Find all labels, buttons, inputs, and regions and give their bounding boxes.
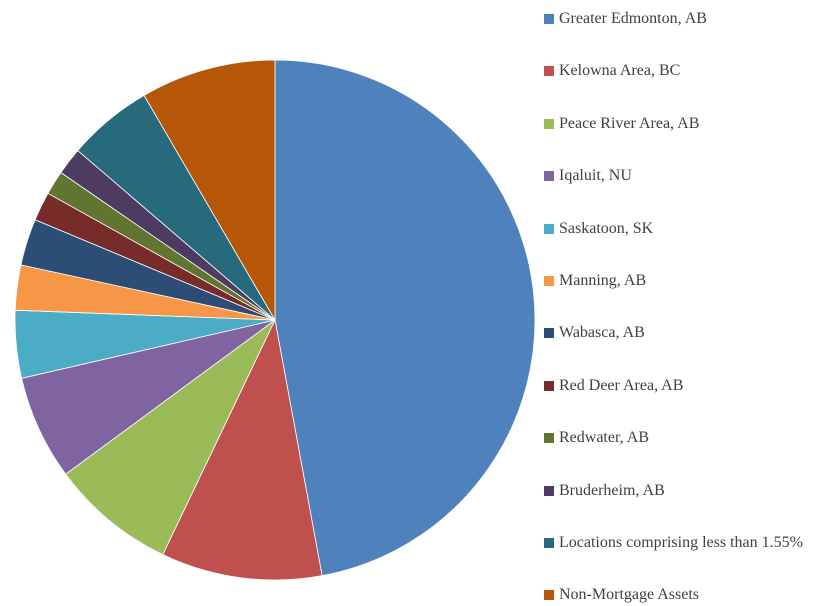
legend-swatch [544, 485, 554, 496]
legend-label: Manning, AB [559, 272, 647, 289]
pie-slice [274, 59, 536, 577]
legend-label: Greater Edmonton, AB [559, 10, 707, 27]
legend-label: Kelowna Area, BC [559, 62, 681, 80]
legend-item: Manning, AB [544, 272, 824, 290]
legend-item: Red Deer Area, AB [544, 377, 824, 395]
legend-swatch [544, 171, 554, 182]
legend-item: Wabasca, AB [544, 324, 824, 342]
legend-label: Peace River Area, AB [559, 114, 700, 132]
legend-item: Saskatoon, SK [544, 220, 824, 238]
pie-slice [65, 319, 276, 556]
legend-item: Locations comprising less than 1.55% [544, 534, 824, 552]
legend-item: Kelowna Area, BC [544, 62, 824, 80]
legend-label: Wabasca, AB [559, 324, 645, 342]
legend-swatch [544, 538, 554, 548]
legend-label: Iqaluit, NU [559, 167, 632, 185]
legend-swatch [544, 223, 554, 234]
legend-swatch [544, 590, 554, 601]
legend-swatch [544, 14, 554, 24]
pie-slice [143, 59, 276, 322]
legend-item: Peace River Area, AB [544, 115, 824, 133]
legend-swatch [544, 66, 554, 77]
legend-label: Saskatoon, SK [559, 219, 654, 237]
pie-slice [162, 318, 323, 581]
legend-swatch [544, 380, 554, 391]
legend-item: Non-Mortgage Assets [544, 586, 824, 604]
legend-item: Bruderheim, AB [544, 482, 824, 500]
legend-item: Iqaluit, NU [544, 167, 824, 185]
legend-label: Redwater, AB [559, 429, 650, 447]
legend-swatch [544, 433, 554, 444]
legend-label: Bruderheim, AB [559, 481, 665, 499]
pie-area [14, 59, 536, 581]
legend-item: Redwater, AB [544, 429, 824, 447]
legend-swatch [544, 328, 554, 339]
legend-label: Locations comprising less than 1.55% [559, 534, 803, 551]
legend-label: Non-Mortgage Assets [559, 586, 699, 604]
legend-swatch [544, 118, 554, 129]
legend-swatch [544, 276, 554, 286]
legend-label: Red Deer Area, AB [559, 376, 684, 394]
legend-item: Greater Edmonton, AB [544, 10, 824, 28]
